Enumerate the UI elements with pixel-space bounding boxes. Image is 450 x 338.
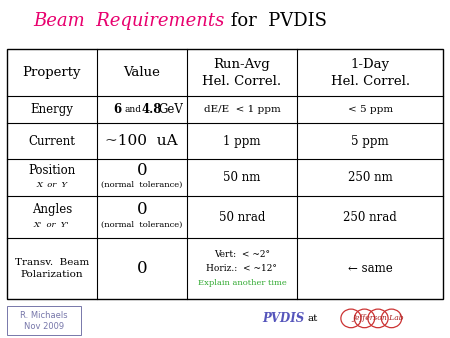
Text: X'  or  Y': X' or Y' (34, 221, 69, 228)
Text: 50 nrad: 50 nrad (219, 211, 265, 224)
Text: Nov 2009: Nov 2009 (24, 322, 64, 331)
Text: ← same: ← same (348, 262, 392, 275)
Text: Run-Avg
Hel. Correl.: Run-Avg Hel. Correl. (202, 58, 281, 88)
Text: 250 nm: 250 nm (348, 171, 392, 184)
Text: Angles: Angles (32, 203, 72, 216)
Text: and: and (124, 105, 141, 114)
Text: 0: 0 (136, 201, 147, 218)
Text: 0: 0 (136, 162, 147, 178)
Text: < 5 ppm: < 5 ppm (347, 105, 393, 114)
Text: Horiz.:  < ~12°: Horiz.: < ~12° (207, 264, 277, 273)
Text: ~100  uA: ~100 uA (105, 134, 178, 148)
Text: Property: Property (22, 66, 81, 79)
Text: for  PVDIS: for PVDIS (225, 12, 327, 30)
Text: R. Michaels: R. Michaels (20, 311, 68, 320)
Text: dE/E  < 1 ppm: dE/E < 1 ppm (203, 105, 280, 114)
Text: at: at (307, 314, 318, 323)
Text: Transv.  Beam
Polarization: Transv. Beam Polarization (14, 258, 89, 279)
Text: GeV: GeV (158, 103, 184, 116)
Text: (normal  tolerance): (normal tolerance) (101, 181, 182, 189)
Bar (7, 49, 443, 299)
Text: Vert:  < ~2°: Vert: < ~2° (214, 250, 270, 259)
Text: Current: Current (28, 135, 75, 148)
Text: 1 ppm: 1 ppm (223, 135, 261, 148)
Text: Energy: Energy (30, 103, 73, 116)
Text: 50 nm: 50 nm (223, 171, 261, 184)
Text: X  or  Y: X or Y (36, 181, 67, 189)
Text: Value: Value (123, 66, 160, 79)
Text: 0: 0 (136, 260, 147, 277)
Text: (normal  tolerance): (normal tolerance) (101, 221, 182, 228)
Text: PVDIS: PVDIS (262, 312, 305, 325)
Text: Beam  Requirements: Beam Requirements (34, 12, 225, 30)
Text: Explain another time: Explain another time (198, 279, 286, 287)
Text: Jefferson Lab: Jefferson Lab (352, 314, 404, 322)
Text: 6: 6 (113, 103, 121, 116)
Text: 5 ppm: 5 ppm (351, 135, 389, 148)
Bar (7, 306, 81, 335)
Text: Position: Position (28, 164, 76, 176)
Text: 4.8: 4.8 (141, 103, 162, 116)
Text: 1-Day
Hel. Correl.: 1-Day Hel. Correl. (331, 58, 410, 88)
Text: 250 nrad: 250 nrad (343, 211, 397, 224)
